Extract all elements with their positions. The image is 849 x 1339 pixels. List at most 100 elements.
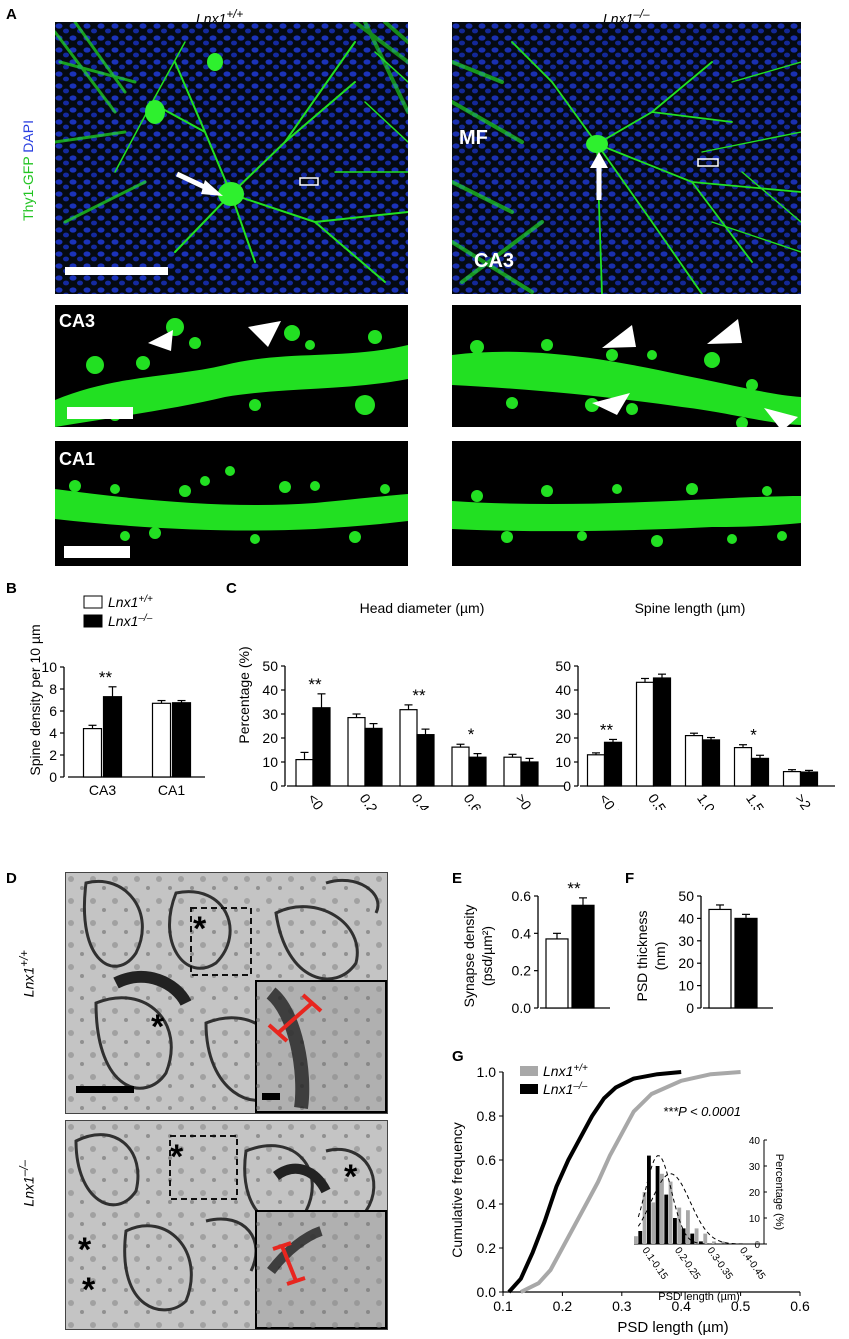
chart-f: PSD thickness (nm) 0 10 20 30 40 50: [634, 888, 773, 1016]
inset-fit-curve: [637, 1155, 760, 1245]
y-tick-label: 0.6: [512, 888, 532, 904]
y-tick-label: 50: [555, 658, 571, 674]
svg-text:*: *: [82, 1271, 96, 1309]
bar-wt: [82, 728, 103, 778]
y-tick-label: 50: [678, 888, 694, 904]
bar-ko: [701, 739, 721, 787]
panel-b-letter: B: [6, 580, 17, 597]
inset-bar-ko: [664, 1194, 669, 1244]
bar-wt: [399, 709, 418, 787]
inset-bar-ko: [690, 1233, 695, 1244]
x-tick-label: 1.0-1.5: [694, 791, 732, 810]
x-tick-label: CA3: [89, 782, 116, 798]
y-tick-label: 0.4: [512, 925, 532, 941]
inset-x-tick-label: 0.2-0.25: [672, 1245, 702, 1282]
significance-mark: **: [600, 720, 614, 739]
inset-bar-wt: [720, 1241, 725, 1244]
chart-b-ylabel: Spine density per 10 µm: [27, 624, 43, 775]
y-tick-label: 10: [262, 754, 278, 770]
significance-mark: *: [750, 726, 757, 745]
bar-wt: [295, 759, 314, 787]
y-tick-label: 20: [678, 955, 694, 971]
bar-wt: [586, 754, 606, 787]
bar-wt: [451, 746, 470, 787]
inset-xlabel: PSD length (µm): [658, 1291, 740, 1303]
chart-g-legend: Lnx1+/+ Lnx1–/–: [520, 1063, 588, 1097]
em-ko-label: Lnx1–/–: [18, 1160, 37, 1207]
inset-bar-wt: [668, 1181, 673, 1244]
panel-f-letter: F: [625, 870, 635, 887]
bar-wt: [545, 938, 569, 1009]
cumulative-line-wt: [519, 1070, 741, 1294]
chart-c1-title: Head diameter (µm): [360, 600, 485, 616]
bar-wt: [347, 716, 366, 787]
y-tick-label: 4: [49, 725, 57, 741]
micrograph-wt-low: [55, 22, 408, 294]
x-tick-label: 0.1: [493, 1298, 513, 1314]
bar-ko: [799, 771, 819, 787]
bar-ko: [102, 696, 123, 778]
panel-d-letter: D: [6, 870, 17, 887]
inset-bar-wt: [703, 1233, 708, 1244]
y-tick-label: 0.8: [477, 1108, 497, 1124]
bar-wt: [151, 702, 172, 778]
row-label-ca3: CA3: [59, 311, 96, 331]
x-tick-label: 0.2-0.4: [357, 791, 395, 810]
x-tick-label: 0.2: [553, 1298, 573, 1314]
y-tick-label: 10: [555, 754, 571, 770]
chart-f-ylabel-1: PSD thickness: [634, 910, 650, 1001]
chart-c2-title: Spine length (µm): [635, 600, 746, 616]
inset-bar-ko: [647, 1155, 651, 1244]
x-tick-label: 0.5: [731, 1298, 751, 1314]
bar-ko: [734, 917, 758, 1009]
y-tick-label: 6: [49, 703, 57, 719]
x-tick-label: >0.8: [513, 791, 542, 810]
g-legend-ko-swatch: [520, 1084, 538, 1094]
legend-wt-label: Lnx1+/+: [108, 594, 153, 610]
inset-y-tick-label: 20: [749, 1188, 761, 1199]
p-value-annotation: ***P < 0.0001: [663, 1104, 741, 1119]
em-ko: * * * *: [65, 1120, 388, 1330]
y-tick-label: 0.0: [512, 1000, 532, 1016]
inset-bar-wt: [634, 1236, 638, 1244]
bar-ko: [652, 677, 672, 787]
inset-bar-wt: [651, 1202, 656, 1244]
svg-text:*: *: [344, 1158, 358, 1196]
dendrite-ko-ca3: [452, 305, 801, 427]
bar-ko: [171, 702, 192, 778]
significance-mark: **: [99, 668, 113, 687]
y-tick-label: 30: [678, 933, 694, 949]
chart-b-legend: Lnx1+/+ Lnx1–/–: [83, 594, 153, 629]
bar-wt: [635, 681, 655, 787]
x-tick-label: 0.3: [612, 1298, 632, 1314]
significance-mark: **: [308, 675, 322, 694]
svg-text:*: *: [170, 1138, 184, 1176]
inset-bar-wt: [712, 1241, 716, 1244]
bar-ko: [416, 734, 435, 787]
y-tick-label: 20: [555, 730, 571, 746]
y-tick-label: 50: [262, 658, 278, 674]
svg-text:*: *: [78, 1231, 92, 1269]
inset-bar-wt: [677, 1207, 682, 1244]
g-legend-ko-label: Lnx1–/–: [543, 1081, 588, 1097]
label-ca3-region: CA3: [474, 250, 515, 272]
legend-ko-swatch: [83, 614, 103, 628]
inset-bar-ko: [681, 1228, 686, 1244]
bar-ko: [520, 761, 539, 787]
y-tick-label: 40: [262, 682, 278, 698]
chart-c-ylabel: Percentage (%): [236, 646, 252, 743]
dendrite-wt-ca1: CA1: [55, 441, 408, 566]
cumulative-line-ko: [507, 1070, 682, 1294]
row-label-ca1: CA1: [59, 449, 96, 469]
y-tick-label: 10: [678, 978, 694, 994]
chart-e: Synapse density (psd/µm²) 0.0 0.2 0.4 0.6 **: [461, 879, 610, 1016]
y-tick-label: 30: [262, 706, 278, 722]
y-tick-label: 0.4: [477, 1196, 497, 1212]
significance-mark: *: [468, 725, 475, 744]
bar-ko: [468, 756, 487, 787]
em-wt: * *: [65, 872, 388, 1114]
y-tick-label: 0: [49, 769, 57, 785]
y-tick-label: 8: [49, 681, 57, 697]
x-tick-label: 0.5-1.0: [645, 791, 683, 810]
y-tick-label: 0.2: [477, 1240, 497, 1256]
